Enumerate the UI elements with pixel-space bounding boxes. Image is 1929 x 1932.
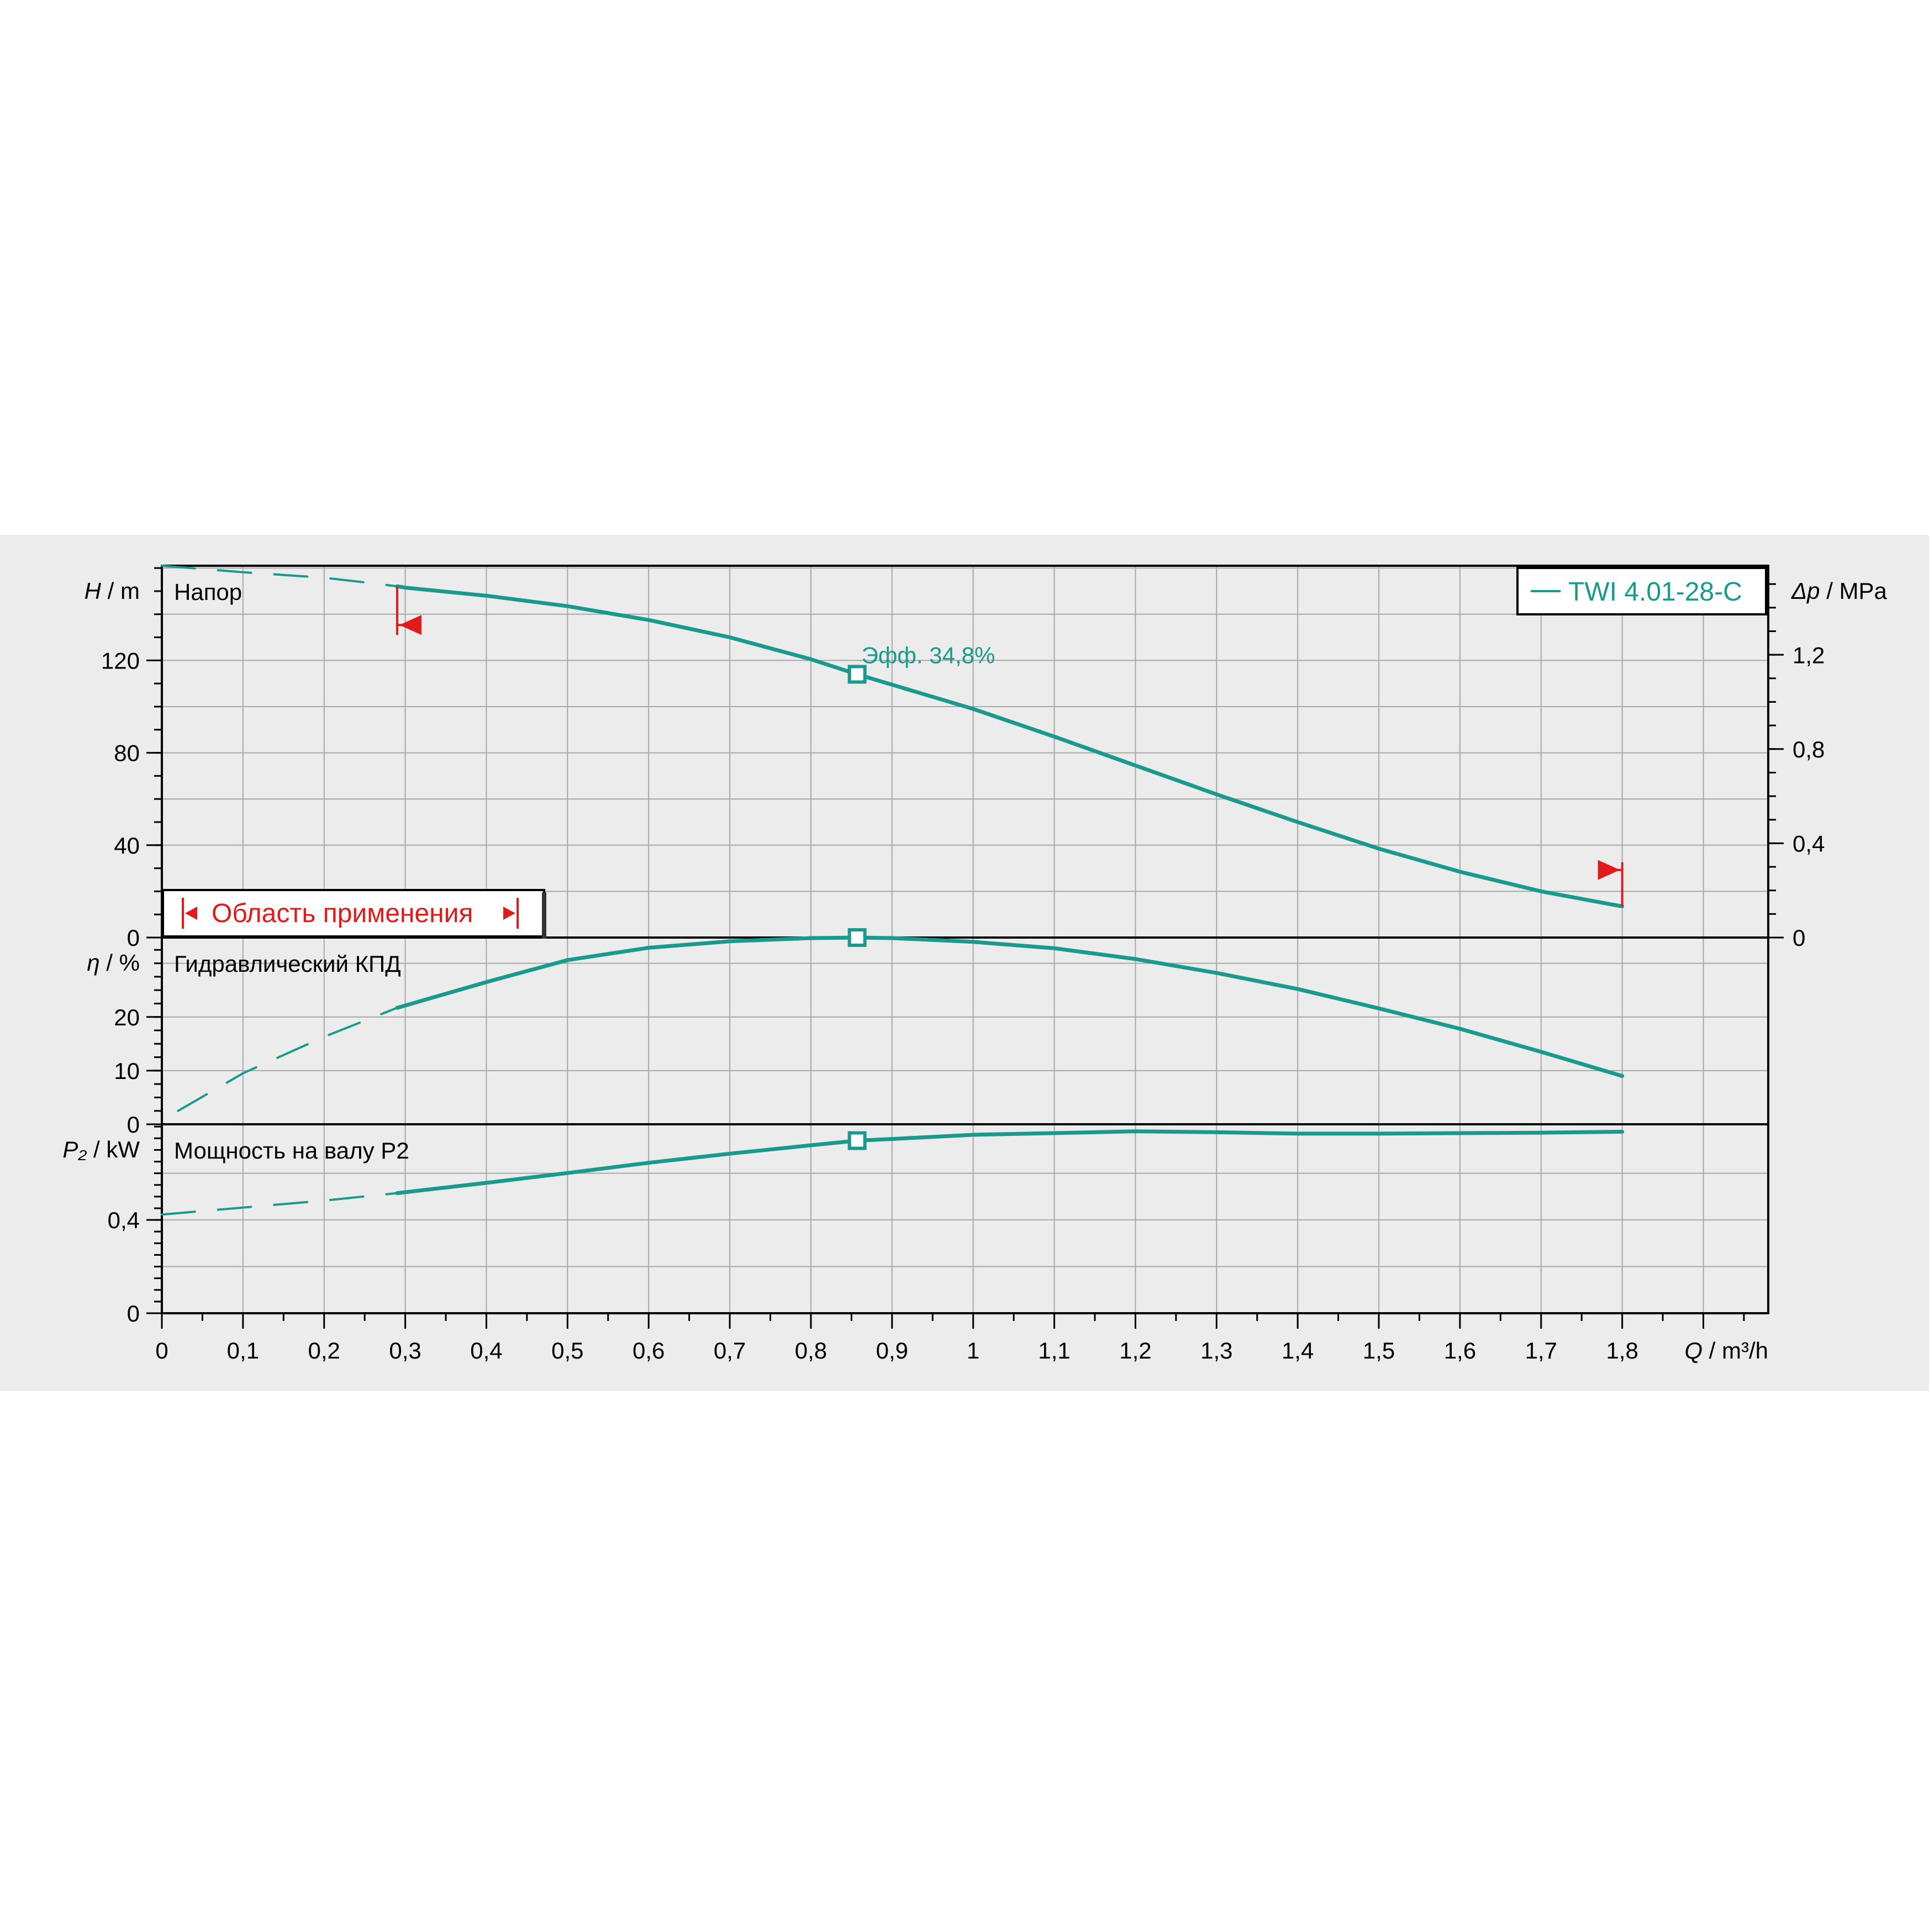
y-axis-var: H [85,578,102,604]
y-axis-label: H / m [85,578,140,604]
panel-title: Гидравлический КПД [174,951,401,977]
right-tick-label: 0,4 [1793,831,1825,857]
right-tick-label: 0 [1793,925,1805,951]
curve-head [395,584,1625,909]
y-tick-label: 80 [114,740,140,766]
x-tick-label: 1,8 [1606,1338,1638,1364]
y-axis-var: η [87,950,99,976]
x-axis-var: Q [1684,1338,1703,1364]
x-tick-label: 1,4 [1282,1338,1314,1364]
right-tick-label: 0,8 [1793,736,1825,762]
y-tick-label: 120 [101,648,140,674]
application-range-box-shadow [542,892,546,939]
y-axis-label: η / % [87,950,140,976]
x-tick-label: 1,7 [1525,1338,1557,1364]
curves-layer [161,565,1625,1216]
plot-frame [161,565,1769,1314]
y-tick-label: 0,4 [108,1207,140,1233]
x-tick-label: 1 [967,1338,979,1364]
x-tick-label: 0,3 [389,1338,421,1364]
x-tick-label: 1,6 [1444,1338,1476,1364]
y-axis-unit: / m [101,578,140,604]
x-tick-label: 0,6 [633,1338,665,1364]
y-tick-label: 0 [127,1301,140,1326]
application-range-box [162,889,545,938]
y-tick-label: 0 [127,1112,140,1138]
curve-power-extrapolated [161,1192,398,1216]
x-tick-label: 0,5 [551,1338,583,1364]
panel-title: Мощность на валу P2 [174,1138,409,1164]
grid-layer [162,566,1768,1313]
y-tick-label: 10 [114,1058,140,1084]
duty-point-label: Эфф. 34,8% [862,642,995,668]
range-legend-left-arrow [185,907,197,920]
x-tick-label: 1,2 [1119,1338,1151,1364]
x-tick-label: 1,5 [1363,1338,1395,1364]
x-tick-label: 0,8 [795,1338,827,1364]
y-axis-unit: / kW [87,1136,140,1162]
x-tick-label: 0,4 [470,1338,502,1364]
right-axis-var: Δp [1791,578,1820,604]
x-axis-label: Q / m³/h [1684,1338,1768,1364]
legend-box [1516,567,1767,615]
x-tick-label: 1,3 [1200,1338,1232,1364]
duty-point-marker [847,665,867,684]
range-legend-right-arrow [503,907,515,920]
y-axis-var: P₂ [62,1136,87,1162]
curve-efficiency [395,935,1625,1078]
curve-head-extrapolated [161,565,398,588]
panel-title: Напор [174,579,242,605]
x-tick-label: 1,1 [1038,1338,1070,1364]
right-tick-label: 1,2 [1793,642,1825,668]
x-tick-label: 0,2 [308,1338,340,1364]
x-tick-label: 0,1 [227,1338,259,1364]
y-tick-label: 40 [114,833,140,859]
y-axis-unit: / % [100,950,140,976]
right-axis-label: Δp / MPa [1791,578,1888,604]
overlay-layer: Эфф. 34,8% Область применения TWI 4.01-28-… [162,567,1767,939]
legend-entry: TWI 4.01-28-C [1568,577,1742,607]
y-axis-label: P₂ / kW [62,1136,140,1162]
x-tick-label: 0 [155,1338,168,1364]
x-axis-unit: / m³/h [1703,1338,1768,1364]
duty-point-marker [847,1131,867,1150]
right-axis-unit: / MPa [1820,578,1888,604]
y-tick-label: 0 [127,925,140,951]
curve-efficiency-extrapolated [177,1007,398,1112]
application-range-label: Область применения [212,899,473,928]
y-tick-label: 20 [114,1004,140,1030]
x-tick-label: 0,9 [876,1338,908,1364]
x-tick-label: 0,7 [714,1338,746,1364]
plot-area [162,566,1768,1313]
curve-power [395,1129,1625,1196]
duty-point-marker [847,928,867,947]
